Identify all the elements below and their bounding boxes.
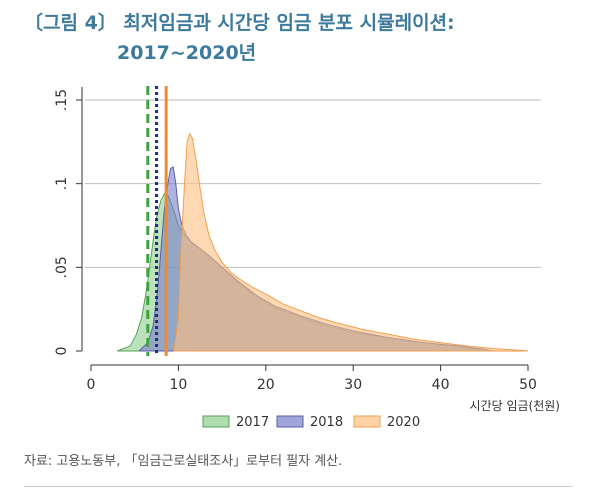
x-tick-label-5: 50 xyxy=(519,377,537,393)
x-tick-label-0: 0 xyxy=(87,377,96,393)
source-note: 자료: 고용노동부, 「임금근로실태조사」로부터 필자 계산. xyxy=(24,454,343,469)
legend-label-2020: 2020 xyxy=(387,415,420,430)
density-area-2020 xyxy=(173,132,529,352)
legend-label-2018: 2018 xyxy=(310,415,343,430)
x-axis-label: 시간당 임금(천원) xyxy=(470,398,560,413)
y-tick-label-1: .05 xyxy=(54,256,70,278)
x-tick-label-1: 10 xyxy=(169,377,187,393)
legend-swatch-2020 xyxy=(353,415,381,428)
bottom-rule xyxy=(24,486,573,487)
y-tick-label-0: 0 xyxy=(54,347,70,356)
legend-swatch-2018 xyxy=(276,415,304,428)
chart-title-line1: 〔그림 4〕 최저임금과 시간당 임금 분포 시뮬레이션: xyxy=(24,12,455,34)
chart-title: 〔그림 4〕 최저임금과 시간당 임금 분포 시뮬레이션: 2017~2020년 xyxy=(24,8,455,68)
y-tick-label-2: .1 xyxy=(54,177,70,190)
legend-label-2017: 2017 xyxy=(236,415,269,430)
chart-title-line2: 2017~2020년 xyxy=(117,42,257,64)
x-tick-label-4: 40 xyxy=(432,377,450,393)
x-tick-label-2: 20 xyxy=(257,377,275,393)
x-tick-label-3: 30 xyxy=(344,377,362,393)
density-chart: 0 .05 .1 .15 0 10 20 30 40 50 시간당 임금(천원) 2017 2018 20… xyxy=(54,86,560,430)
y-tick-label-3: .15 xyxy=(54,89,70,111)
legend-swatch-2017 xyxy=(202,415,230,428)
